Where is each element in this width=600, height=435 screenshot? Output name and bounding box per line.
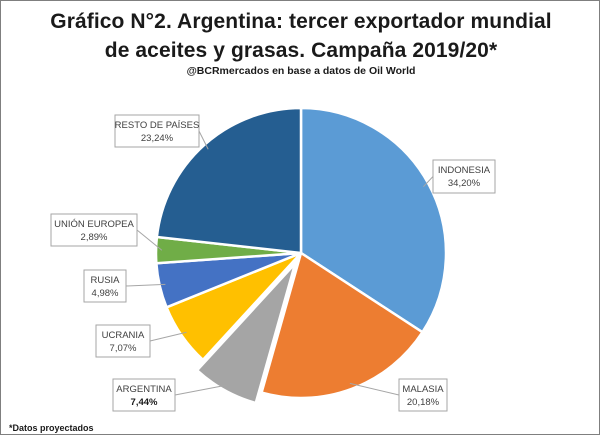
leader-line-argentina (174, 384, 228, 396)
data-label-name-resto-de-paises: RESTO DE PAÍSES (115, 120, 200, 131)
footnote: *Datos proyectados (9, 423, 94, 433)
data-label-box-union-europea (50, 213, 138, 247)
data-label-name-rusia: RUSIA (90, 275, 120, 286)
data-label-value-resto-de-paises: 23,24% (141, 133, 174, 144)
data-label-value-ucrania: 7,07% (110, 343, 137, 354)
data-label-name-ucrania: UCRANIA (102, 330, 145, 341)
data-label-box-malasia (398, 378, 448, 412)
chart-title-line-1: Gráfico N°2. Argentina: tercer exportado… (50, 10, 552, 33)
data-label-name-argentina: ARGENTINA (116, 384, 172, 395)
leader-line-ucrania (149, 331, 187, 342)
data-label-name-union-europea: UNIÓN EUROPEA (54, 219, 134, 230)
leader-line-malasia (349, 382, 400, 396)
pie-slice-malasia (260, 251, 424, 400)
chart-subtitle: @BCRmercados en base a datos de Oil Worl… (186, 65, 416, 77)
pie-labels: INDONESIA 34,20% MALASIA 20,18% ARGENTINA 7,4… (50, 114, 496, 412)
leader-line-rusia (125, 283, 166, 287)
data-label-value-malasia: 20,18% (407, 397, 440, 408)
pie-slices (154, 106, 448, 405)
pie-slice-resto-de-paises (155, 106, 303, 255)
data-label-box-ucrania (95, 324, 151, 358)
data-label-value-indonesia: 34,20% (448, 178, 481, 189)
data-label-name-malasia: MALASIA (402, 384, 444, 395)
pie-slice-argentina (195, 262, 297, 405)
data-label-box-indonesia (432, 159, 496, 194)
chart-title: Gráfico N°2. Argentina: tercer exportado… (1, 7, 599, 65)
data-label-value-argentina: 7,44% (131, 397, 158, 408)
chart-title-line-2: de aceites y grasas. Campaña 2019/20* (104, 39, 498, 62)
data-label-value-rusia: 4,98% (92, 288, 119, 299)
data-label-name-indonesia: INDONESIA (438, 165, 491, 176)
leader-line-union-europea (136, 229, 163, 251)
leader-line-indonesia (423, 176, 434, 188)
data-label-value-union-europea: 2,89% (81, 232, 108, 243)
data-label-box-rusia (83, 269, 127, 303)
leader-line-resto-de-paises (198, 130, 209, 150)
data-label-box-argentina (112, 378, 176, 412)
